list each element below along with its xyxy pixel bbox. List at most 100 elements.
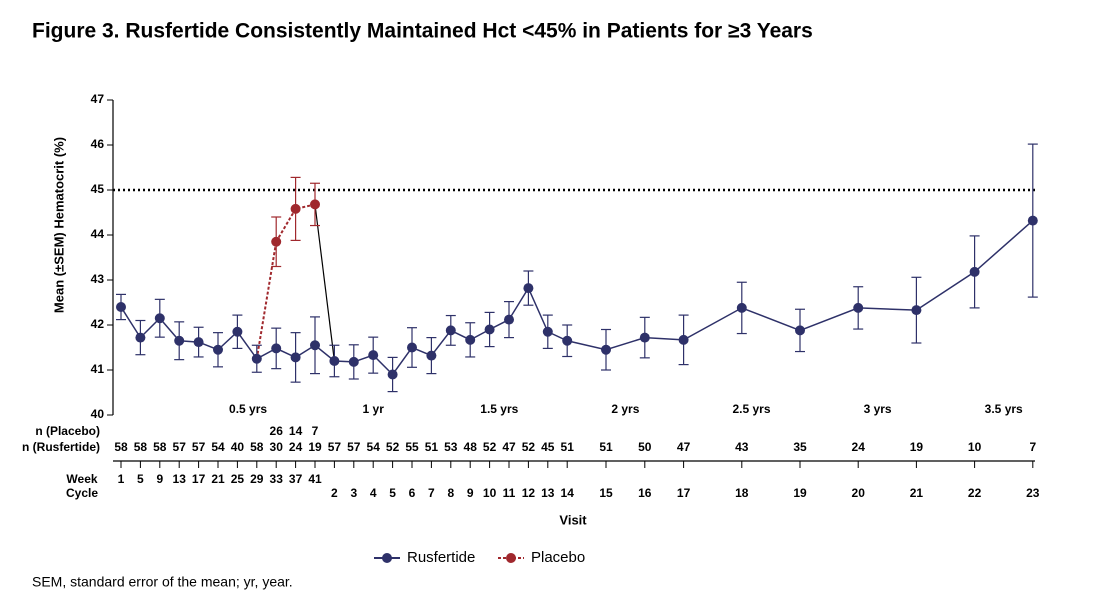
crossover-connector: [314, 204, 335, 362]
n-value: 57: [192, 440, 206, 454]
point: [542, 326, 553, 337]
point: [271, 236, 282, 247]
annotation: 0.5 yrs: [229, 402, 267, 416]
n-value: 47: [677, 440, 691, 454]
point: [310, 340, 320, 351]
y-tick-label: 41: [91, 362, 105, 376]
x-tick-label: 23: [1026, 486, 1040, 500]
n-value: 40: [231, 440, 245, 454]
point: [271, 343, 282, 354]
y-tick-label: 44: [91, 227, 105, 241]
y-tick-label: 40: [91, 407, 105, 421]
x-tick-label: 37: [289, 472, 303, 486]
x-tick-label: 8: [447, 486, 454, 500]
annotation: 2.5 yrs: [732, 402, 770, 416]
y-tick-label: 45: [91, 182, 105, 196]
x-tick-label: 5: [389, 486, 396, 500]
point: [795, 325, 805, 336]
n-value: 50: [638, 440, 652, 454]
legend-label: Placebo: [531, 549, 585, 566]
n-value: 58: [114, 440, 128, 454]
annotation: 2 yrs: [611, 402, 639, 416]
point: [736, 302, 747, 313]
n-value: 19: [308, 440, 322, 454]
n-value: 57: [173, 440, 187, 454]
x-tick-label: 17: [192, 472, 206, 486]
n-value: 57: [347, 440, 361, 454]
n-value: 43: [735, 440, 749, 454]
annotation: 1 yr: [363, 402, 385, 416]
x-tick-label: 7: [428, 486, 435, 500]
x-tick-label: 22: [968, 486, 982, 500]
annotation: 3 yrs: [864, 402, 892, 416]
point: [329, 356, 340, 366]
n-value: 58: [250, 440, 264, 454]
series-line: [275, 203, 316, 243]
point: [290, 203, 301, 214]
x-tick-label: 9: [156, 472, 163, 486]
y-tick-label: 47: [91, 92, 105, 106]
x-tick-label: 1: [118, 472, 125, 486]
x-tick-label: 6: [409, 486, 416, 500]
n-value: 30: [270, 440, 284, 454]
x-tick-label: 3: [350, 486, 357, 500]
n-value: 14: [289, 424, 303, 438]
x-tick-label: 18: [735, 486, 749, 500]
point: [213, 344, 223, 355]
footnote: SEM, standard error of the mean; yr, yea…: [32, 574, 293, 590]
point: [387, 369, 398, 380]
n-value: 52: [483, 440, 497, 454]
chart-title: Figure 3. Rusfertide Consistently Mainta…: [32, 20, 813, 43]
n-value: 48: [464, 440, 478, 454]
n-value: 55: [405, 440, 419, 454]
n-row-label: n (Rusfertide): [22, 440, 100, 454]
point: [504, 314, 514, 325]
x-tick-label: 5: [137, 472, 144, 486]
n-value: 26: [270, 424, 284, 438]
n-value: 47: [502, 440, 516, 454]
x-tick-label: 13: [173, 472, 187, 486]
n-value: 53: [444, 440, 458, 454]
n-value: 52: [386, 440, 400, 454]
point: [193, 337, 204, 348]
x-tick-label: 14: [561, 486, 575, 500]
point: [562, 335, 573, 346]
n-value: 7: [312, 424, 319, 438]
legend-label: Rusfertide: [407, 549, 475, 566]
n-value: 10: [968, 440, 982, 454]
n-value: 7: [1029, 440, 1036, 454]
n-value: 54: [211, 440, 225, 454]
legend-marker: [506, 553, 516, 563]
x-tick-label: 33: [270, 472, 284, 486]
point: [154, 313, 165, 324]
point: [426, 350, 437, 361]
y-axis-label: Mean (±SEM) Hematocrit (%): [51, 137, 66, 313]
n-value: 35: [793, 440, 807, 454]
x-tick-label: 25: [231, 472, 245, 486]
n-value: 19: [910, 440, 924, 454]
n-value: 24: [852, 440, 866, 454]
row-label: Cycle: [66, 486, 98, 500]
n-value: 51: [561, 440, 575, 454]
x-tick-label: 9: [467, 486, 474, 500]
n-value: 57: [328, 440, 342, 454]
x-tick-label: 15: [599, 486, 613, 500]
n-value: 54: [367, 440, 381, 454]
point: [116, 302, 126, 312]
x-tick-label: 21: [211, 472, 225, 486]
n-value: 51: [425, 440, 439, 454]
n-value: 52: [522, 440, 536, 454]
point: [310, 199, 320, 210]
x-tick-label: 41: [308, 472, 322, 486]
placebo-connector: [255, 241, 278, 359]
point: [678, 334, 689, 345]
y-tick-label: 42: [91, 317, 105, 331]
point: [445, 325, 456, 336]
n-value: 45: [541, 440, 555, 454]
point: [853, 302, 864, 313]
point: [407, 342, 417, 353]
point: [368, 350, 379, 361]
row-label: Week: [66, 472, 97, 486]
point: [639, 332, 650, 343]
x-tick-label: 20: [852, 486, 866, 500]
